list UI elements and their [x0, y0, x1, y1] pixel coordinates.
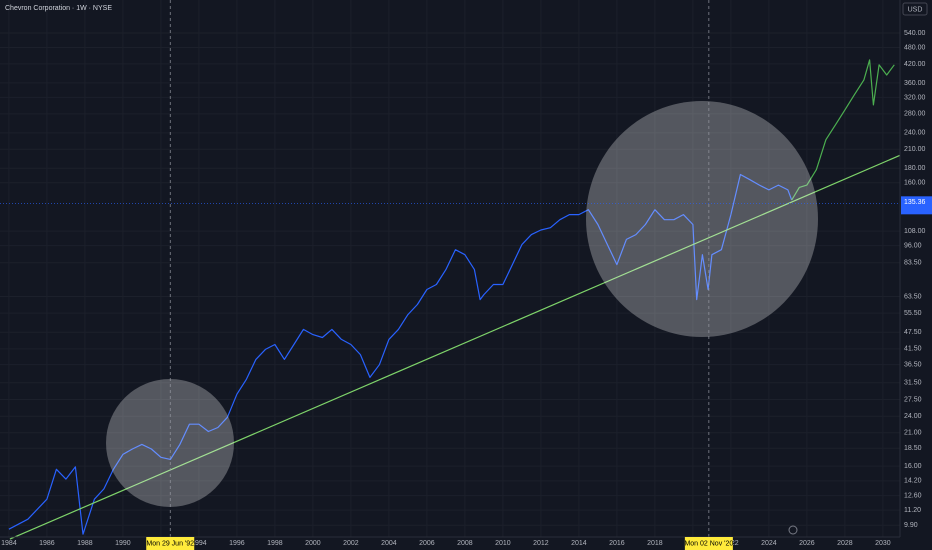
- y-tick-label: 320.00: [904, 94, 926, 101]
- highlight-circle: [586, 101, 818, 337]
- x-tick-label: 2030: [875, 540, 891, 547]
- y-tick-label: 420.00: [904, 61, 926, 68]
- x-tick-label: 2016: [609, 540, 625, 547]
- y-tick-label: 108.00: [904, 228, 926, 235]
- y-tick-label: 96.00: [904, 242, 922, 249]
- price-line: [791, 59, 895, 201]
- y-tick-label: 63.50: [904, 293, 922, 300]
- y-tick-label: 55.50: [904, 310, 922, 317]
- y-tick-label: 83.50: [904, 260, 922, 267]
- x-tick-label: 1996: [229, 540, 245, 547]
- x-tick-label: 2026: [799, 540, 815, 547]
- x-tick-label: 2004: [381, 540, 397, 547]
- crosshair-label-box: [684, 537, 733, 550]
- x-tick-label: 2028: [837, 540, 853, 547]
- price-line: [8, 173, 793, 535]
- x-tick-label: 2008: [457, 540, 473, 547]
- plot: [8, 59, 901, 540]
- y-tick-label: 47.50: [904, 329, 922, 336]
- y-tick-label: 9.90: [904, 522, 918, 529]
- y-tick-label: 180.00: [904, 165, 926, 172]
- grid: [0, 0, 900, 537]
- axes: 540.00 480.00 420.00 360.00 320.00 280.00 240.…: [1, 30, 925, 547]
- y-tick-label: 280.00: [904, 111, 926, 118]
- x-tick-label: 1994: [191, 540, 207, 547]
- currency-box: [902, 2, 928, 16]
- y-tick-label: 31.50: [904, 380, 922, 387]
- price-line: [9, 154, 901, 540]
- y-tick-label: 18.50: [904, 445, 922, 452]
- y-tick-label: 540.00: [904, 30, 926, 37]
- price-axis: [900, 0, 932, 550]
- y-tick-label: 16.00: [904, 463, 922, 470]
- y-tick-label: 160.00: [904, 180, 926, 187]
- y-tick-label: 41.50: [904, 346, 922, 353]
- y-tick-label: 480.00: [904, 44, 926, 51]
- y-tick-label: 240.00: [904, 130, 926, 137]
- x-tick-label: 2010: [495, 540, 511, 547]
- icon: [788, 525, 798, 535]
- chart-title: Chevron Corporation · 1W · NYSE: [5, 5, 112, 12]
- y-tick-label: 360.00: [904, 80, 926, 87]
- crosshair-label: Mon 02 Nov '20: [684, 540, 733, 547]
- y-tick-label: 36.50: [904, 361, 922, 368]
- y-tick-label: 27.50: [904, 396, 922, 403]
- x-tick-label: 2018: [647, 540, 663, 547]
- x-tick-label: 2002: [343, 540, 359, 547]
- x-tick-label: 2012: [533, 540, 549, 547]
- y-tick-label: 24.00: [904, 413, 922, 420]
- y-tick-label: 14.20: [904, 478, 922, 485]
- x-tick-label: 2014: [571, 540, 587, 547]
- x-tick-label: 1988: [77, 540, 93, 547]
- crosshair-label: Mon 29 Jun '92: [146, 540, 194, 547]
- y-tick-label: 11.20: [904, 507, 921, 514]
- x-tick-label: 1990: [115, 540, 131, 547]
- x-tick-label: 1998: [267, 540, 283, 547]
- price-label-box: [901, 196, 932, 215]
- y-tick-label: 12.60: [904, 492, 922, 499]
- currency: USD: [908, 6, 923, 13]
- x-tick-label: 2024: [761, 540, 777, 547]
- x-tick-label: 1986: [39, 540, 55, 547]
- y-tick-label: 21.00: [904, 430, 922, 437]
- x-tick-label: 1984: [1, 540, 17, 547]
- y-tick-label: 210.00: [904, 146, 926, 153]
- x-tick-label: 2006: [419, 540, 435, 547]
- highlight-circle: [106, 379, 234, 507]
- crosshair-label-box: [146, 537, 195, 550]
- x-tick-label: 2000: [305, 540, 321, 547]
- price-label: 135.36: [904, 199, 926, 206]
